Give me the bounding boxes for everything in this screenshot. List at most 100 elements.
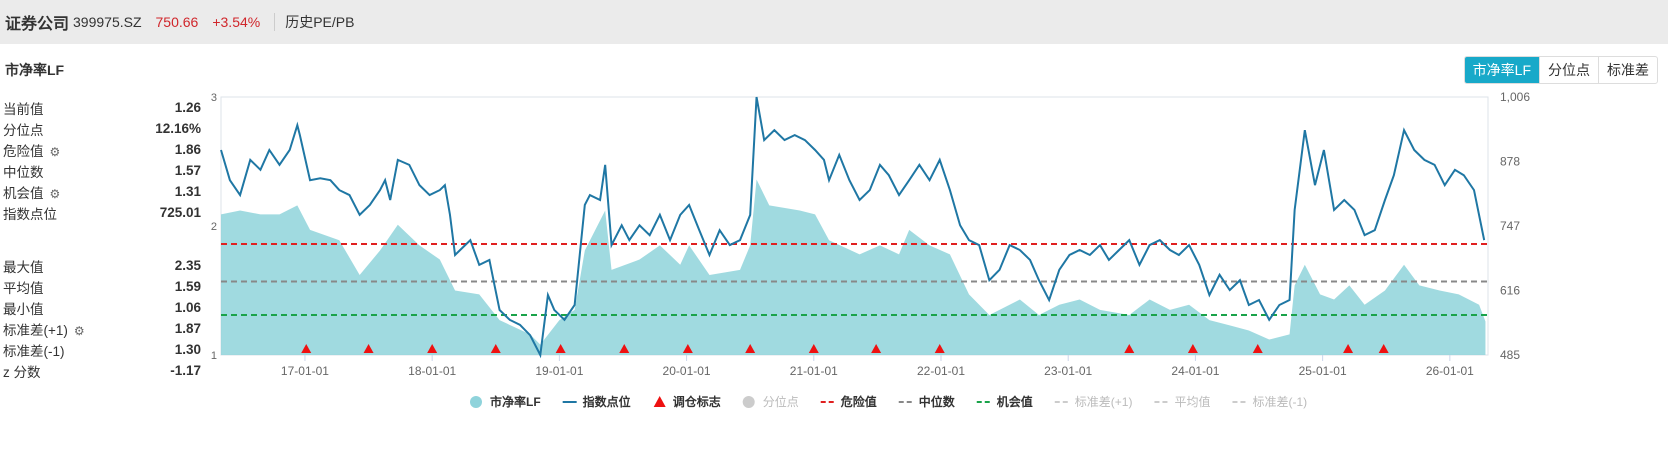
rebalance-marker [808,344,819,353]
legend-circle-icon [470,396,482,408]
stat-label: 机会值 [3,185,44,201]
index-change: +3.54% [212,14,261,30]
stat-row: z 分数 -1.17 [3,360,201,381]
x-tick-label: 25-01-01 [1299,364,1347,378]
stat-label: 当前值 [3,101,44,117]
rebalance-marker [363,344,374,353]
rebalance-marker [1187,344,1198,353]
rebalance-marker [619,344,630,353]
pb-area [221,179,1486,355]
stat-row: 最小值 1.06 [3,297,201,318]
stat-value: 725.01 [159,205,201,220]
y-right-tick-label: 747 [1500,219,1520,233]
rebalance-marker [682,344,693,353]
stats-history: 最大值 2.35 平均值 1.59 最小值 1.06 标准差(+1) ⚙ 1.87 标准差(-1)… [3,255,201,381]
index-code: 399975.SZ [73,14,142,30]
legend-item-0[interactable]: 市净率LF [490,394,541,409]
gear-icon[interactable]: ⚙ [49,186,61,201]
y-right-tick-label: 878 [1500,155,1520,169]
legend-item-4[interactable]: 危险值 [840,394,877,409]
x-tick-label: 17-01-01 [281,364,329,378]
legend-item-6[interactable]: 机会值 [997,394,1033,409]
rebalance-marker [490,344,501,353]
rebalance-marker [934,344,945,353]
stat-row: 最大值 2.35 [3,255,201,276]
stat-label: 指数点位 [3,206,57,222]
rebalance-marker [427,344,438,353]
stat-label: 平均值 [3,280,44,296]
x-tick-label: 18-01-01 [408,364,456,378]
rebalance-marker [555,344,566,353]
x-tick-label: 23-01-01 [1044,364,1092,378]
x-tick-label: 21-01-01 [790,364,838,378]
stat-label: 最小值 [3,301,44,317]
legend-circle-icon [742,396,755,408]
y-left-tick-label: 1 [211,350,217,362]
rebalance-marker [301,344,312,353]
tab-percentile[interactable]: 分位点 [1539,57,1598,83]
x-tick-label: 24-01-01 [1171,364,1219,378]
rebalance-marker [1378,344,1389,353]
stat-row: 机会值 ⚙ 1.31 [3,181,201,202]
x-tick-label: 22-01-01 [917,364,965,378]
divider [274,13,276,31]
stat-row: 分位点 12.16% [3,118,201,139]
tab-pb[interactable]: 市净率LF [1464,57,1539,83]
gear-icon[interactable]: ⚙ [49,144,61,159]
header-bar: 证券公司 399975.SZ 750.66 +3.54% 历史PE/PB [0,0,1668,44]
legend-item-3[interactable]: 分位点 [763,394,799,409]
gear-icon[interactable]: ⚙ [73,323,85,338]
section-title: 历史PE/PB [285,14,355,30]
legend-item-5[interactable]: 中位数 [919,394,956,409]
y-left-tick-label: 3 [211,92,217,104]
rebalance-marker [1343,344,1354,353]
stat-value: 1.87 [174,321,201,336]
stat-value: 1.31 [174,184,201,199]
stat-value: 1.59 [174,279,201,294]
stat-label: z 分数 [3,364,41,380]
stats-current: 当前值 1.26 分位点 12.16% 危险值 ⚙ 1.86 中位数 1.57 机会值 ⚙ 1.31 指… [3,97,201,223]
y-right-tick-label: 485 [1500,348,1520,362]
stat-row: 当前值 1.26 [3,97,201,118]
stat-row: 中位数 1.57 [3,160,201,181]
stat-row: 危险值 ⚙ 1.86 [3,139,201,160]
legend-item-9[interactable]: 标准差(-1) [1252,395,1307,409]
rebalance-marker [1124,344,1135,353]
legend-triangle-icon [653,396,666,407]
stat-value: -1.17 [170,363,201,378]
stat-value: 1.57 [174,163,201,178]
stat-value: 12.16% [155,121,201,136]
stat-row: 标准差(+1) ⚙ 1.87 [3,318,201,339]
stat-label: 标准差(+1) [3,322,68,338]
legend-item-8[interactable]: 平均值 [1174,394,1210,409]
y-left-tick-label: 2 [211,221,217,233]
x-tick-label: 26-01-01 [1426,364,1474,378]
stat-value: 1.86 [174,142,201,157]
rebalance-marker [1252,344,1263,353]
index-line [220,96,1486,359]
tab-stddev[interactable]: 标准差 [1598,57,1657,83]
metric-tabs: 市净率LF 分位点 标准差 [1463,56,1658,84]
legend-item-1[interactable]: 指数点位 [583,394,631,409]
index-name: 证券公司 [5,16,70,33]
stat-label: 最大值 [3,259,44,275]
x-tick-label: 19-01-01 [535,364,583,378]
stat-label: 中位数 [3,164,44,180]
metric-title: 市净率LF [5,62,65,78]
y-right-tick-label: 616 [1500,284,1520,298]
stat-label: 危险值 [3,143,44,159]
stat-row: 指数点位 725.01 [3,202,201,223]
legend-item-2[interactable]: 调仓标志 [673,394,721,409]
x-tick-label: 20-01-01 [663,364,711,378]
stat-value: 2.35 [174,258,201,273]
stat-label: 标准差(-1) [3,343,65,359]
stat-value: 1.30 [174,342,201,357]
stat-value: 1.06 [174,300,201,315]
legend-item-7[interactable]: 标准差(+1) [1075,395,1133,409]
index-price: 750.66 [155,14,199,30]
stat-label: 分位点 [3,122,44,138]
rebalance-marker [871,344,882,353]
rebalance-marker [745,344,756,353]
y-right-tick-label: 1,006 [1500,90,1530,104]
